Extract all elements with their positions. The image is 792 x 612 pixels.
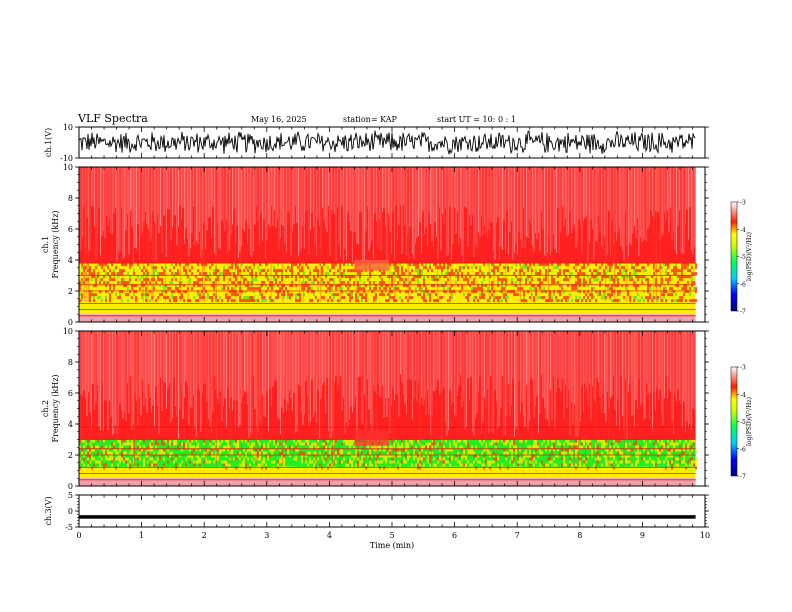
ch3-waveform-trace bbox=[79, 515, 696, 519]
ch1-waveform-trace bbox=[78, 130, 696, 156]
chart-title: VLF Spectra bbox=[78, 112, 148, 125]
ch2-spectrogram-event bbox=[354, 430, 389, 446]
ch2-spectrogram-ytick-0: 0 bbox=[68, 482, 73, 491]
ch1-spectrogram-ytick-0: 0 bbox=[68, 318, 73, 327]
ch2-spectrogram-texture bbox=[79, 331, 697, 470]
ch1-waveform-ytick-1: -10 bbox=[60, 154, 73, 163]
ch1-spectrogram-cbar-tick-4: -7 bbox=[740, 309, 746, 316]
ch2-spectrogram-ytick-4: 8 bbox=[68, 358, 73, 367]
ch1-spectrogram-ytick-1: 2 bbox=[68, 287, 73, 296]
ch2-spectrogram-ytick-2: 4 bbox=[68, 420, 73, 429]
ch1-spectrogram-cbar-tick-0: -3 bbox=[740, 200, 746, 207]
ch2-spectrogram-cbar-tick-4: -7 bbox=[740, 474, 746, 481]
ch1-spectrogram-cbar-label: log(PSD)(V²/Hz) bbox=[746, 232, 753, 281]
ch1-spectrogram-ytick-2: 4 bbox=[68, 256, 73, 265]
ch1-spectrogram-band-2 bbox=[79, 167, 696, 264]
xtick-2: 2 bbox=[202, 531, 207, 540]
xtick-5: 5 bbox=[389, 531, 394, 540]
ch1-spectrogram-event bbox=[354, 260, 389, 271]
ch2-spectrogram-colorbar bbox=[730, 366, 738, 477]
ch1-spectrogram-colorbar bbox=[730, 201, 738, 312]
ch1-spectrogram-ytick-5: 10 bbox=[63, 163, 73, 172]
ch3-waveform-ytick-0: 5 bbox=[68, 491, 73, 500]
ch3-waveform-ytick-2: -5 bbox=[65, 523, 73, 532]
ch2-spectrogram-band-0 bbox=[79, 467, 696, 479]
ch2-spectrogram-ytick-1: 2 bbox=[68, 451, 73, 460]
ch2-spectrogram-ylabel: ch.2 bbox=[41, 400, 50, 417]
ch2-spectrogram-cbar-label: log(PSD)(V²/Hz) bbox=[746, 397, 753, 446]
ch1-spectrogram-band-0 bbox=[79, 301, 696, 315]
ch2-spectrogram-ytick-3: 6 bbox=[68, 389, 73, 398]
ch2-spectrogram-lowest-band bbox=[79, 478, 696, 486]
xtick-0: 0 bbox=[76, 531, 81, 540]
ch1-waveform-ytick-0: 10 bbox=[63, 123, 73, 132]
x-axis-label: Time (min) bbox=[370, 541, 414, 550]
ch1-spectrogram-ylabel: ch.1 bbox=[41, 236, 50, 253]
ch2-spectrogram-ylabel2: Frequency (kHz) bbox=[51, 374, 60, 442]
ch1-spectrogram-ytick-3: 6 bbox=[68, 225, 73, 234]
ch2-spectrogram-ytick-5: 10 bbox=[63, 327, 73, 336]
xtick-4: 4 bbox=[327, 531, 332, 540]
ch1-spectrogram-cbar-tick-1: -4 bbox=[740, 227, 746, 234]
xtick-1: 1 bbox=[139, 531, 144, 540]
xtick-10: 10 bbox=[700, 531, 710, 540]
date-label: May 16, 2025 bbox=[251, 115, 307, 124]
ch2-spectrogram-cbar-tick-1: -4 bbox=[740, 392, 746, 399]
ch1-spectrogram-cbar-tick-2: -5 bbox=[740, 254, 746, 261]
ch2-spectrogram-cbar-tick-0: -3 bbox=[740, 365, 746, 372]
ch1-waveform-ylabel: ch.1(V) bbox=[44, 128, 53, 157]
station-label: station= KAP bbox=[343, 115, 397, 124]
ch2-spectrogram-cbar-tick-2: -5 bbox=[740, 419, 746, 426]
ch1-spectrogram-lowest-band bbox=[79, 314, 696, 322]
ch1-spectrogram-ytick-4: 8 bbox=[68, 194, 73, 203]
ch2-spectrogram-band-2 bbox=[79, 331, 696, 440]
ch3-waveform-ytick-1: 0 bbox=[68, 507, 73, 516]
xtick-8: 8 bbox=[577, 531, 582, 540]
ch1-spectrogram-cbar-tick-3: -6 bbox=[740, 281, 746, 288]
ch1-spectrogram-ylabel2: Frequency (kHz) bbox=[51, 210, 60, 278]
ch2-spectrogram-cbar-tick-3: -6 bbox=[740, 446, 746, 453]
xtick-3: 3 bbox=[264, 531, 269, 540]
xtick-9: 9 bbox=[640, 531, 645, 540]
xtick-6: 6 bbox=[452, 531, 457, 540]
ch3-waveform-ylabel: ch.3(V) bbox=[44, 496, 53, 525]
start-time-label: start UT = 10: 0 : 1 bbox=[437, 115, 516, 124]
xtick-7: 7 bbox=[515, 531, 520, 540]
